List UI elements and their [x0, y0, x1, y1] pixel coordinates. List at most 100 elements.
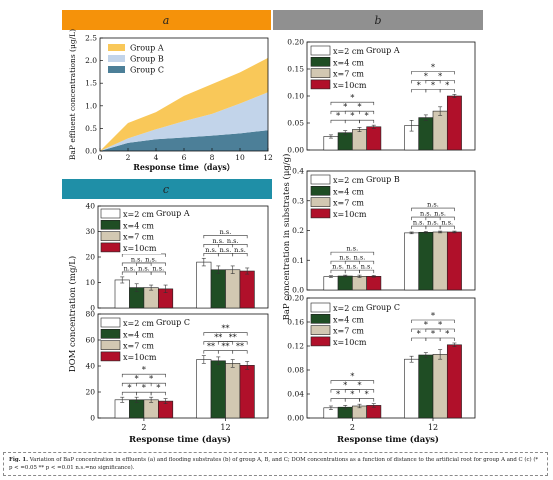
- x-tick-label: 10: [235, 153, 245, 162]
- significance-label: n.s.: [138, 264, 150, 272]
- charts-layer: 0 2 4 6 8 10 12 0.0 0.5 1.0 1.5 2.0 2.5 Response time…: [68, 29, 476, 432]
- significance-bracket: [203, 332, 248, 336]
- legend-label: x=10cm: [123, 244, 157, 253]
- significance-bracket: [359, 398, 375, 402]
- bar: [352, 129, 367, 151]
- significance-label: *: [358, 381, 362, 390]
- panel-c-header: [62, 179, 272, 199]
- y-tick-label: 0.04: [287, 390, 304, 399]
- x-tick-label: 6: [182, 153, 187, 162]
- legend-swatch: [310, 336, 331, 347]
- bar: [323, 276, 339, 291]
- legend-swatch: [108, 66, 125, 73]
- significance-label: *: [343, 103, 347, 112]
- y-tick-label: 80: [85, 310, 95, 319]
- y-tick-label: 1.0: [85, 101, 97, 110]
- legend-label: x=10cm: [333, 81, 367, 90]
- panel-c-y-axis-label: DOM concentration (mg/L): [67, 256, 78, 372]
- bar: [210, 360, 226, 419]
- legend-swatch: [108, 44, 125, 51]
- bar: [337, 275, 353, 291]
- legend-label: x=7 cm: [123, 233, 154, 242]
- bar: [196, 359, 212, 419]
- significance-label: *: [149, 375, 153, 384]
- legend-label: x=2 cm: [333, 304, 364, 313]
- bar: [418, 354, 434, 419]
- panel-a-y-axis-label: BaP effluent concentrations (μg/L): [68, 29, 77, 160]
- y-tick-label: 0: [90, 304, 95, 313]
- legend-label: x=2 cm: [123, 319, 154, 328]
- significance-bracket: [203, 234, 248, 239]
- significance-bracket: [425, 216, 455, 221]
- significance-label: n.s.: [234, 246, 246, 254]
- bar: [239, 365, 255, 419]
- group-label: Group A: [366, 46, 400, 55]
- significance-label: n.s.: [347, 263, 359, 271]
- significance-label: *: [156, 384, 160, 393]
- significance-label: n.s.: [332, 263, 344, 271]
- y-tick-label: 20: [85, 253, 95, 262]
- panel-b1-chart: 0.000.050.100.150.20* * ** *** * ** **x=2 cmx=…: [287, 38, 476, 155]
- panel-b2-chart: 0.00.10.20.30.4n.s. n.s. n.s.n.s. n.s.n.s.n…: [292, 167, 476, 295]
- significance-label: *: [445, 81, 449, 90]
- y-tick-label: 0.15: [287, 65, 304, 74]
- legend-swatch: [310, 186, 331, 196]
- y-tick-label: 0.0: [292, 286, 304, 295]
- bar: [432, 231, 448, 291]
- legend-swatch: [310, 197, 331, 207]
- panel-a-chart: 0 2 4 6 8 10 12 0.0 0.5 1.0 1.5 2.0 2.5 Response time…: [68, 29, 273, 172]
- significance-label: *: [350, 390, 354, 399]
- panel-b-header: [273, 10, 483, 30]
- x-tick-label: 12: [428, 423, 438, 432]
- significance-bracket: [217, 341, 248, 345]
- group-label: Group A: [156, 209, 190, 218]
- group-label: Group B: [366, 175, 400, 184]
- bar: [404, 232, 420, 291]
- y-tick-label: 0.10: [287, 92, 304, 101]
- y-tick-label: 60: [85, 336, 95, 345]
- group-label: Group C: [366, 303, 400, 312]
- significance-label: *: [417, 81, 421, 90]
- significance-bracket: [136, 262, 166, 266]
- legend-swatch: [100, 242, 121, 253]
- y-tick-label: 40: [85, 362, 95, 371]
- y-tick-label: 0.5: [85, 124, 97, 133]
- panel-a-letter: a: [163, 14, 170, 27]
- significance-label: *: [424, 321, 428, 330]
- significance-bracket: [411, 207, 455, 212]
- significance-label: **: [236, 342, 244, 351]
- significance-bracket: [150, 271, 166, 275]
- panel-b3-chart: 0.000.040.080.120.160.202 12* * ** *** * ** **x…: [287, 294, 476, 432]
- legend-label: x=7 cm: [333, 327, 364, 336]
- bar: [432, 354, 448, 419]
- significance-bracket: [232, 350, 248, 354]
- bar: [418, 117, 434, 151]
- significance-label: *: [445, 330, 449, 339]
- y-tick-label: 0.00: [287, 146, 304, 155]
- significance-label: **: [222, 342, 230, 351]
- legend-label: x=4 cm: [333, 315, 364, 324]
- significance-label: n.s.: [124, 264, 136, 272]
- significance-bracket: [121, 373, 166, 378]
- legend-swatch: [310, 325, 331, 335]
- bar: [446, 231, 462, 291]
- panel-b-y-axis-label: BaP concentration in substrates (μg/g): [281, 154, 292, 321]
- x-tick-label: 8: [210, 153, 215, 162]
- significance-label: *: [438, 321, 442, 330]
- significance-label: *: [142, 366, 146, 375]
- legend-label: x=4 cm: [333, 58, 364, 67]
- y-tick-label: 0.1: [292, 256, 304, 265]
- significance-label: *: [417, 330, 421, 339]
- y-tick-label: 20: [85, 388, 95, 397]
- significance-label: n.s.: [427, 219, 439, 227]
- x-tick-label: 2: [126, 153, 131, 162]
- y-tick-label: 0.08: [287, 366, 304, 375]
- legend-label: x=2 cm: [333, 47, 364, 56]
- significance-label: *: [336, 390, 340, 399]
- significance-bracket: [439, 225, 455, 230]
- legend-swatch: [100, 340, 121, 350]
- x-tick-label: 12: [220, 423, 230, 432]
- significance-label: *: [365, 112, 369, 121]
- significance-label: *: [431, 330, 435, 339]
- significance-label: n.s.: [413, 219, 425, 227]
